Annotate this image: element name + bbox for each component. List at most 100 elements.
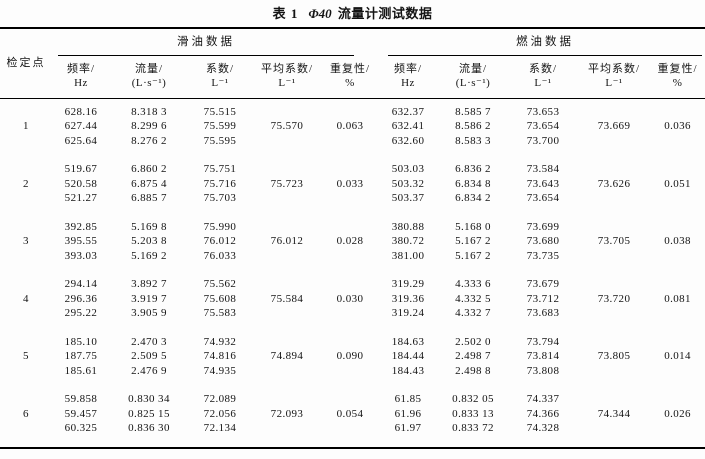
lube-coef-cell: 75.608	[203, 292, 237, 305]
fuel-repeatability-cell: 0.051	[664, 177, 691, 190]
lube-flow-cell: 3.905 9	[131, 307, 167, 319]
lube-flow-cell: 0.830 34	[128, 393, 170, 405]
lube-avg-coef-cell: 75.723	[270, 177, 304, 190]
lube-freq-cell: 185.61	[64, 364, 98, 377]
fuel-flow-cell: 6.836 2	[455, 163, 491, 175]
group-header-lube-oil: 滑油数据	[52, 28, 378, 56]
fuel-coef-cell: 73.654	[526, 192, 560, 204]
measurement-row: 59.457 0.825 15 72.056 61.96 0.833 13 74.366	[0, 407, 705, 422]
lube-repeatability-cell: 0.063	[336, 120, 364, 132]
fuel-flow-cell: 8.585 7	[455, 105, 491, 118]
group-label-lube: 滑油数据	[177, 36, 236, 48]
lube-coef-cell: 75.990	[203, 220, 237, 233]
fuel-freq-cell: 503.32	[391, 177, 425, 190]
measurement-row: 520.58 6.875 4 75.716 503.32 6.834 8 73.643	[0, 177, 705, 192]
fuel-freq-cell: 380.88	[391, 220, 425, 233]
fuel-flow-cell: 2.498 8	[455, 364, 491, 377]
fuel-freq-cell: 632.37	[391, 105, 425, 118]
fuel-flow-cell: 0.832 05	[452, 393, 494, 405]
lube-flow-cell: 6.885 7	[131, 192, 167, 204]
fuel-coef-cell: 73.653	[526, 105, 560, 118]
fuel-coef-cell: 73.679	[526, 278, 560, 290]
fuel-freq-cell: 61.97	[394, 422, 422, 434]
lube-coef-cell: 74.932	[203, 335, 237, 348]
measurement-row: 4 294.14 3.892 7 75.562 75.584 0.030 319.29 4.3…	[0, 263, 705, 305]
table-title-text: 流量计测试数据	[337, 6, 433, 21]
fuel-freq-cell: 632.60	[391, 134, 425, 147]
fuel-freq-cell: 632.41	[391, 120, 425, 132]
fuel-freq-cell: 381.00	[391, 249, 425, 262]
fuel-freq-cell: 61.85	[394, 393, 422, 405]
table-title-symbol: Φ40	[308, 6, 332, 21]
lube-flow-cell: 5.203 8	[131, 235, 167, 247]
measurement-row: 185.61 2.476 9 74.935 184.43 2.498 8 73.808	[0, 364, 705, 379]
fuel-flow-cell: 5.167 2	[455, 249, 491, 262]
lube-repeatability-cell: 0.090	[336, 350, 364, 362]
fuel-avg-coef-cell: 73.705	[597, 235, 631, 247]
lube-freq-cell: 295.22	[64, 307, 98, 319]
lube-coef-cell: 74.935	[203, 364, 237, 377]
fuel-flow-cell: 6.834 2	[455, 192, 491, 204]
fuel-flow-cell: 5.168 0	[455, 220, 491, 233]
lube-flow-cell: 8.299 6	[131, 120, 167, 132]
lube-avg-coef-cell: 75.570	[270, 120, 304, 132]
lube-flow-cell: 5.169 8	[131, 220, 167, 233]
lube-freq-cell: 395.55	[64, 235, 98, 247]
fuel-flow-cell: 6.834 8	[455, 177, 491, 190]
fuel-repeatability-cell: 0.014	[664, 350, 691, 362]
fuel-flow-cell: 0.833 13	[452, 407, 494, 420]
checkpoint-cell: 4	[23, 292, 29, 305]
lube-repeatability-cell: 0.054	[336, 407, 364, 420]
fuel-coef-cell: 73.680	[526, 235, 560, 247]
fuel-coef-cell: 73.699	[526, 220, 560, 233]
lube-flow-cell: 0.825 15	[128, 407, 170, 420]
lube-flow-cell: 2.509 5	[131, 350, 167, 362]
fuel-flow-cell: 4.332 7	[455, 307, 491, 319]
fuel-avg-coef-cell: 73.805	[597, 350, 631, 362]
fuel-freq-cell: 503.03	[391, 163, 425, 175]
fuel-avg-coef-cell: 74.344	[597, 407, 631, 420]
checkpoint-cell: 2	[23, 177, 29, 190]
col-header-checkpoint: 检定点	[0, 28, 52, 99]
lube-avg-coef-cell: 75.584	[270, 292, 304, 305]
lube-freq-cell: 392.85	[64, 220, 98, 233]
lube-coef-cell: 75.515	[203, 105, 237, 118]
lube-coef-cell: 75.703	[203, 192, 237, 204]
bottom-spacer	[0, 436, 705, 448]
measurement-row: 627.44 8.299 6 75.599 632.41 8.586 2 73.654	[0, 119, 705, 134]
fuel-freq-cell: 503.37	[391, 192, 425, 204]
fuel-coef-cell: 74.328	[526, 422, 560, 434]
col-header-fuel-avg-coefficient: 平均系数/L⁻¹	[578, 55, 651, 99]
fuel-freq-cell: 319.24	[391, 307, 425, 319]
fuel-coef-cell: 73.654	[526, 120, 560, 132]
fuel-avg-coef-cell: 73.669	[597, 120, 631, 132]
measurement-row: 187.75 2.509 5 74.816 184.44 2.498 7 73.814	[0, 349, 705, 364]
col-header-lube-repeatability: 重复性/%	[322, 55, 379, 99]
fuel-coef-cell: 73.735	[526, 249, 560, 262]
measurement-row: 521.27 6.885 7 75.703 503.37 6.834 2 73.654	[0, 191, 705, 206]
fuel-repeatability-cell: 0.036	[664, 120, 691, 132]
lube-repeatability-cell: 0.030	[336, 292, 364, 305]
lube-flow-cell: 5.169 2	[131, 249, 167, 262]
col-header-lube-avg-coefficient: 平均系数/L⁻¹	[252, 55, 322, 99]
fuel-coef-cell: 74.366	[526, 407, 560, 420]
table-number: 表 1	[272, 6, 299, 21]
lube-coef-cell: 75.751	[203, 163, 237, 175]
fuel-coef-cell: 73.584	[526, 163, 560, 175]
lube-coef-cell: 75.599	[203, 120, 237, 132]
lube-flow-cell: 2.476 9	[131, 364, 167, 377]
lube-coef-cell: 72.134	[203, 422, 237, 434]
checkpoint-cell: 1	[23, 120, 29, 132]
lube-flow-cell: 0.836 30	[128, 422, 170, 434]
measurement-row: 60.325 0.836 30 72.134 61.97 0.833 72 74.328	[0, 421, 705, 436]
lube-freq-cell: 296.36	[64, 292, 98, 305]
fuel-flow-cell: 8.583 3	[455, 134, 491, 147]
lube-coef-cell: 76.012	[203, 235, 237, 247]
lube-freq-cell: 185.10	[64, 335, 98, 348]
lube-flow-cell: 8.318 3	[131, 105, 167, 118]
fuel-repeatability-cell: 0.038	[664, 235, 691, 247]
checkpoint-cell: 6	[23, 407, 29, 420]
lube-flow-cell: 2.470 3	[131, 335, 167, 348]
fuel-flow-cell: 4.332 5	[455, 292, 491, 305]
